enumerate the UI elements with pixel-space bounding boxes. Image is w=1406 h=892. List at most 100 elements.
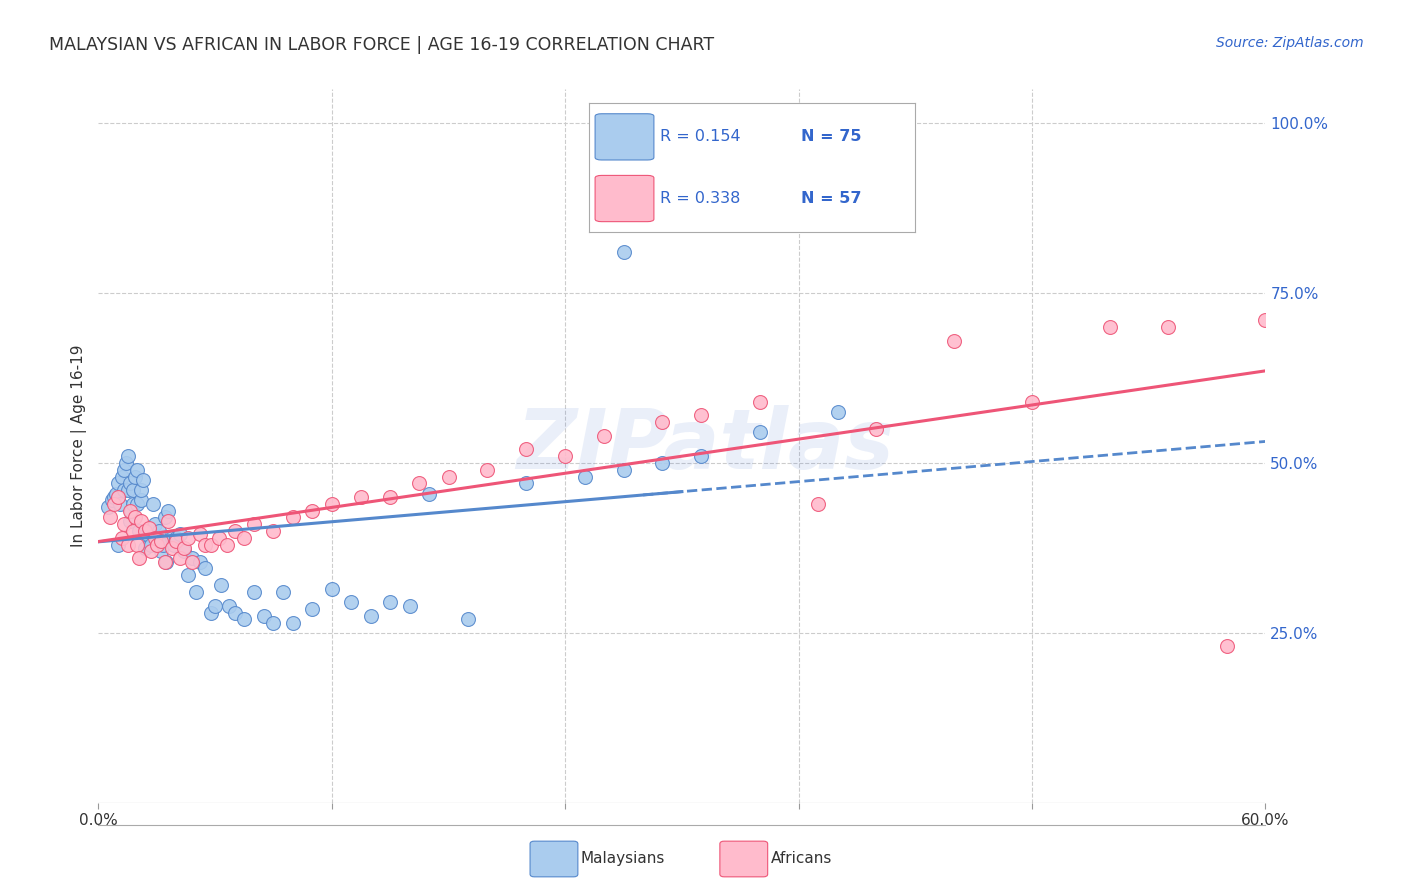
Point (204, 599, 226, 613)
Point (1021, 394, 1043, 409)
Point (651, 415, 673, 429)
Point (1098, 320, 1121, 334)
Point (243, 585, 266, 599)
Point (380, 595, 402, 609)
Point (437, 469, 460, 483)
Point (408, 476, 430, 491)
Point (253, 608, 276, 623)
Point (748, 394, 770, 409)
Point (418, 486, 440, 500)
Point (209, 578, 232, 592)
Point (943, 334, 966, 348)
Point (112, 483, 135, 498)
Point (180, 555, 202, 569)
Point (177, 531, 200, 545)
Point (163, 537, 186, 551)
Point (271, 585, 294, 599)
Point (122, 483, 145, 498)
Point (1157, 320, 1180, 334)
Point (169, 551, 191, 566)
Point (107, 476, 129, 491)
Point (321, 582, 343, 596)
Point (165, 531, 187, 545)
Point (350, 490, 373, 504)
Point (177, 568, 200, 582)
Point (118, 503, 141, 517)
Point (129, 483, 152, 498)
Point (554, 449, 576, 463)
Point (127, 463, 149, 477)
Point (162, 541, 184, 555)
Point (281, 510, 304, 524)
Point (134, 524, 156, 538)
Point (146, 531, 169, 545)
Point (165, 534, 187, 549)
Point (117, 449, 139, 463)
Point (224, 524, 246, 538)
Point (173, 541, 195, 555)
Point (188, 527, 211, 541)
Y-axis label: In Labor Force | Age 16-19: In Labor Force | Age 16-19 (72, 344, 87, 548)
Point (118, 476, 141, 491)
Point (593, 429, 616, 443)
Point (321, 497, 343, 511)
Point (118, 514, 141, 528)
Point (112, 517, 135, 532)
Point (114, 456, 136, 470)
Text: Malaysians: Malaysians (581, 852, 665, 866)
Point (162, 531, 184, 545)
Point (122, 524, 145, 538)
Point (117, 483, 139, 498)
Point (128, 524, 150, 538)
Point (218, 599, 240, 613)
Point (108, 497, 131, 511)
Point (301, 602, 323, 616)
Point (613, 463, 636, 477)
Point (143, 531, 166, 545)
Point (146, 537, 169, 551)
Point (1215, 640, 1237, 654)
Point (127, 497, 149, 511)
Point (124, 510, 146, 524)
Point (215, 537, 238, 551)
Point (153, 510, 176, 524)
Point (690, 449, 713, 463)
Point (124, 469, 146, 483)
Point (117, 537, 139, 551)
Point (139, 544, 162, 558)
Point (200, 537, 222, 551)
Point (233, 531, 256, 545)
Point (112, 463, 135, 477)
Point (103, 497, 125, 511)
Point (173, 544, 195, 558)
Point (127, 537, 149, 551)
Point (281, 615, 304, 630)
Point (457, 612, 479, 626)
Point (380, 490, 402, 504)
Point (200, 606, 222, 620)
Point (243, 517, 266, 532)
Point (149, 544, 172, 558)
Point (157, 514, 180, 528)
Point (515, 442, 537, 457)
Point (180, 551, 202, 566)
Point (574, 469, 596, 483)
Text: MALAYSIAN VS AFRICAN IN LABOR FORCE | AGE 16-19 CORRELATION CHART: MALAYSIAN VS AFRICAN IN LABOR FORCE | AG… (49, 36, 714, 54)
Point (748, 425, 770, 440)
Point (111, 469, 134, 483)
Point (121, 503, 143, 517)
Point (153, 555, 176, 569)
Point (139, 537, 162, 551)
Point (155, 555, 177, 569)
Point (1254, 313, 1277, 327)
Point (208, 531, 231, 545)
Point (107, 490, 129, 504)
Point (651, 456, 673, 470)
Point (194, 561, 217, 575)
Point (134, 541, 156, 555)
Point (194, 537, 217, 551)
Text: Africans: Africans (770, 852, 832, 866)
Point (865, 422, 887, 436)
Point (138, 524, 160, 538)
Point (103, 490, 125, 504)
